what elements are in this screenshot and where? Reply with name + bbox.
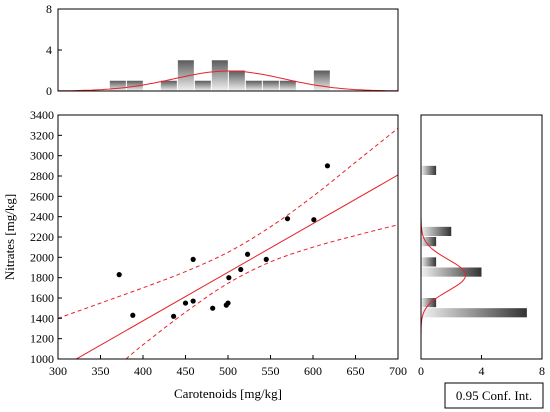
right-x-tick-label: 0 xyxy=(418,364,424,378)
right-histogram: 0 4 8 xyxy=(418,114,545,378)
y-tick-label: 1400 xyxy=(30,311,54,325)
right-normal-fit-curve xyxy=(421,115,467,359)
x-tick-label: 350 xyxy=(92,364,110,378)
top-histogram-bar xyxy=(279,80,296,91)
y-tick-label: 3200 xyxy=(30,128,54,142)
data-point xyxy=(190,298,196,304)
right-histogram-bar xyxy=(421,237,437,247)
confidence-band-lower xyxy=(125,224,398,359)
main-plot: 300 350 400 450 500 550 600 650 700 1000 1200 1400… xyxy=(2,108,407,401)
data-point xyxy=(130,312,136,318)
data-point xyxy=(116,272,122,278)
data-point xyxy=(171,313,177,319)
top-histogram-bar xyxy=(262,80,279,91)
right-histogram-bar xyxy=(421,267,482,277)
y-tick-label: 2200 xyxy=(30,230,54,244)
data-point xyxy=(324,163,331,169)
right-histogram-frame xyxy=(420,114,543,360)
main-plot-frame xyxy=(57,114,399,360)
top-histogram-bar xyxy=(160,80,177,91)
top-histogram: 0 4 8 xyxy=(46,2,399,98)
data-point xyxy=(311,217,317,223)
y-tick-label: 1600 xyxy=(30,291,54,305)
data-point xyxy=(263,256,269,262)
top-histogram-bar xyxy=(177,60,194,91)
confidence-band-upper xyxy=(58,127,398,319)
data-point xyxy=(226,275,232,281)
x-tick-label: 450 xyxy=(177,364,195,378)
x-tick-label: 550 xyxy=(262,364,280,378)
y-tick-label: 3000 xyxy=(30,149,54,163)
top-histogram-bar xyxy=(313,70,330,91)
right-histogram-bar xyxy=(421,298,437,308)
top-histogram-frame xyxy=(57,8,399,92)
data-point xyxy=(244,251,251,257)
data-point xyxy=(238,266,244,273)
right-x-tick-label: 4 xyxy=(479,364,485,378)
y-axis-label: Nitrates [mg/kg] xyxy=(2,194,17,280)
right-histogram-bar xyxy=(421,226,452,236)
data-point xyxy=(190,256,196,262)
y-tick-label: 2600 xyxy=(30,189,54,203)
y-tick-label: 3400 xyxy=(30,108,54,122)
legend: 0.95 Conf. Int. xyxy=(444,382,544,409)
top-histogram-bar xyxy=(228,70,245,91)
right-histogram-bar xyxy=(421,165,437,175)
data-point xyxy=(182,300,189,306)
regression-line xyxy=(75,174,398,359)
x-tick-label: 700 xyxy=(389,364,407,378)
y-tick-label: 2000 xyxy=(30,250,54,264)
y-tick-label: 2800 xyxy=(30,169,54,183)
y-tick-label: 2400 xyxy=(30,210,54,224)
top-histogram-bar xyxy=(245,80,262,91)
x-axis-label: Carotenoids [mg/kg] xyxy=(174,386,282,401)
x-tick-label: 300 xyxy=(49,364,67,378)
data-point xyxy=(225,300,231,306)
top-histogram-bar xyxy=(194,80,211,91)
right-histogram-bar xyxy=(421,257,437,267)
top-histogram-bar xyxy=(109,80,126,91)
right-histogram-bar xyxy=(421,308,527,318)
y-tick-label: 1000 xyxy=(30,352,54,366)
top-y-tick-label: 8 xyxy=(46,2,52,16)
y-tick-label: 1200 xyxy=(30,332,54,346)
y-tick-label: 1800 xyxy=(30,271,54,285)
top-y-tick-label: 4 xyxy=(46,43,52,57)
x-tick-label: 500 xyxy=(219,364,237,378)
top-y-tick-label: 0 xyxy=(46,84,52,98)
x-tick-label: 650 xyxy=(347,364,365,378)
data-point xyxy=(284,216,291,222)
x-tick-label: 400 xyxy=(134,364,152,378)
x-tick-label: 600 xyxy=(304,364,322,378)
top-normal-fit-curve xyxy=(58,70,398,91)
legend-box xyxy=(444,382,544,409)
top-histogram-bar xyxy=(211,60,228,91)
legend-label: 0.95 Conf. Int. xyxy=(456,388,532,403)
data-point xyxy=(210,305,216,311)
right-x-tick-label: 8 xyxy=(539,364,545,378)
